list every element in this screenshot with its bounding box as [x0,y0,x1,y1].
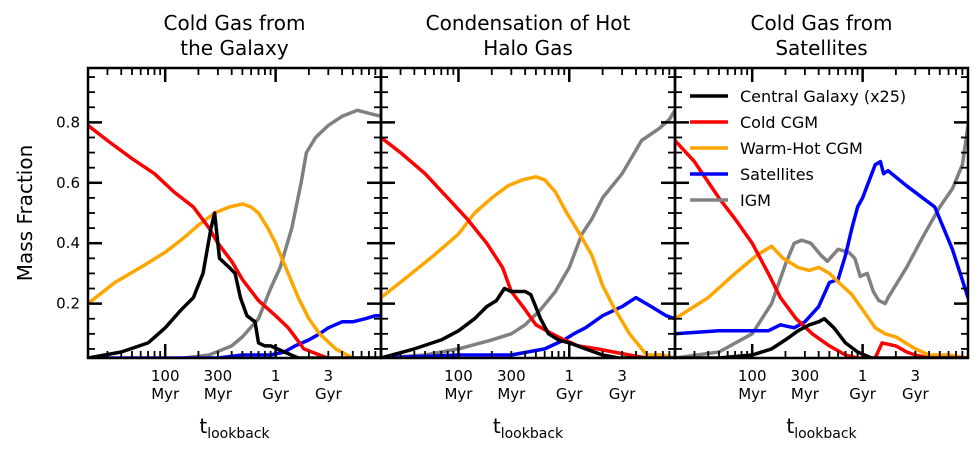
series-line-igm [381,108,675,358]
x-tick-label: 100 [151,367,180,385]
panel-title-line: Cold Gas from [164,11,306,35]
x-tick-label: 100 [738,367,767,385]
x-axis-label: tlookback [199,414,270,442]
panel-title-line: Condensation of Hot [426,11,631,35]
series-line-central [675,316,968,358]
series-line-igm [182,108,381,358]
panel-3: Cold Gas fromSatellites100Myr300Myr1Gyr3… [673,11,970,442]
x-tick-label: 3 [911,367,921,385]
x-axis-label: tlookback [786,414,857,442]
x-tick-unit: Myr [204,385,233,403]
series-line-central [381,286,675,358]
panel-frame [86,66,383,360]
x-axis-label-sub: lookback [207,426,270,442]
x-axis-label-sub: lookback [794,426,857,442]
panel-lines [381,108,675,358]
x-tick-label: 300 [204,367,233,385]
x-tick-unit: Myr [497,385,526,403]
x-tick-unit: Gyr [262,385,290,403]
panel-title-line: Cold Gas from [751,11,893,35]
series-line-cold [675,138,968,358]
series-line-sat [381,295,675,358]
x-tick-label: 300 [791,367,820,385]
series-line-cold [381,135,649,358]
x-tick-label: 1 [271,367,281,385]
panel-title-line: Satellites [775,36,867,60]
x-tick-label: 3 [324,367,334,385]
x-tick-label: 1 [564,367,574,385]
legend-label-warm: Warm-Hot CGM [740,139,863,158]
x-axis-label-main: t [786,414,794,438]
series-line-warm [88,202,381,358]
x-tick-unit: Myr [738,385,767,403]
y-tick-label: 0.8 [56,113,80,131]
legend-label-sat: Satellites [740,165,814,184]
series-line-cold [88,123,333,358]
x-tick-label: 3 [617,367,627,385]
series-line-warm [381,175,675,358]
x-tick-unit: Gyr [849,385,877,403]
series-line-igm [675,123,968,358]
panel-lines [675,123,968,358]
y-tick-label: 0.6 [56,174,80,192]
x-tick-unit: Gyr [609,385,637,403]
x-axis-label-sub: lookback [501,426,564,442]
y-tick-label: 0.4 [56,234,80,252]
x-tick-label: 1 [858,367,868,385]
x-tick-label: 100 [444,367,473,385]
x-tick-unit: Gyr [902,385,930,403]
x-tick-label: 300 [497,367,526,385]
x-axis-label-main: t [199,414,207,438]
legend-label-cold: Cold CGM [740,113,818,132]
legend-label-central: Central Galaxy (x25) [740,87,906,106]
series-line-sat [675,159,968,336]
x-tick-unit: Gyr [315,385,343,403]
panel-title-line: Halo Gas [483,36,573,60]
x-tick-unit: Myr [791,385,820,403]
panel-lines [88,108,381,358]
legend: Central Galaxy (x25) Cold CGM Warm-Hot CGM… [690,87,906,210]
x-axis-label: tlookback [493,414,564,442]
x-tick-unit: Myr [444,385,473,403]
y-tick-label: 0.2 [56,295,80,313]
x-tick-unit: Myr [151,385,180,403]
x-tick-unit: Gyr [556,385,584,403]
y-axis-label: Mass Fraction [13,145,37,282]
series-line-central [88,211,381,358]
legend-label-igm: IGM [740,191,771,210]
panel-title-line: the Galaxy [180,36,289,60]
panel-frame [673,66,970,360]
x-axis-label-main: t [493,414,501,438]
